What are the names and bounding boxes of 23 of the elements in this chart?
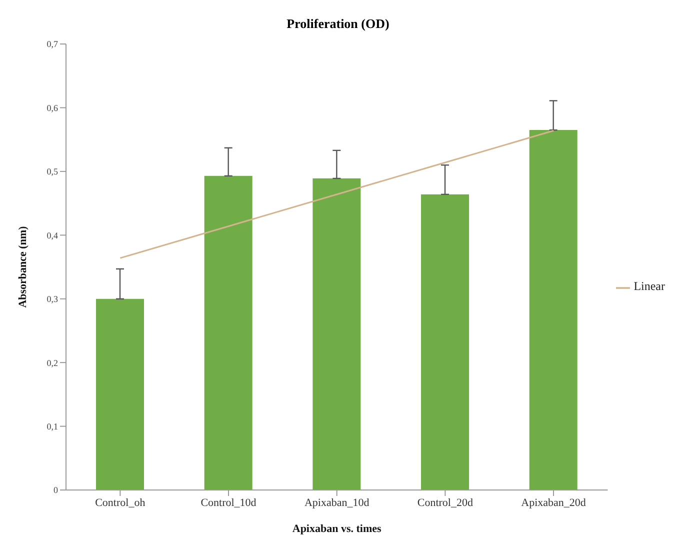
bar: [312, 178, 361, 490]
x-tick-label: Apixaban_20d: [521, 496, 586, 509]
y-tick-label: 0,5: [46, 166, 58, 177]
x-tick-label: Control_10d: [200, 496, 257, 509]
bar: [96, 298, 144, 490]
chart-title: Proliferation (OD): [286, 15, 390, 32]
y-axis-title: Absorbance (nm): [16, 226, 29, 308]
y-tick-label: 0,3: [46, 294, 58, 304]
x-tick-label: Control_oh: [95, 496, 146, 509]
x-tick-label: Apixaban_10d: [304, 496, 370, 509]
y-tick-label: 0,6: [46, 102, 58, 113]
line-series: [119, 130, 554, 259]
y-tick-label: 0: [54, 485, 58, 496]
bar: [204, 176, 252, 490]
y-tick-label: 0,4: [46, 230, 58, 240]
y-tick-label: 0,2: [46, 358, 58, 368]
x-axis-title: Apixaban vs. times: [292, 523, 382, 535]
legend-label: Linear: [634, 279, 665, 294]
x-tick-label: Control_20d: [417, 496, 474, 509]
bar: [529, 130, 578, 490]
bar: [421, 194, 470, 490]
y-tick-label: 0,7: [46, 39, 58, 50]
y-tick-label: 0,1: [46, 421, 58, 432]
